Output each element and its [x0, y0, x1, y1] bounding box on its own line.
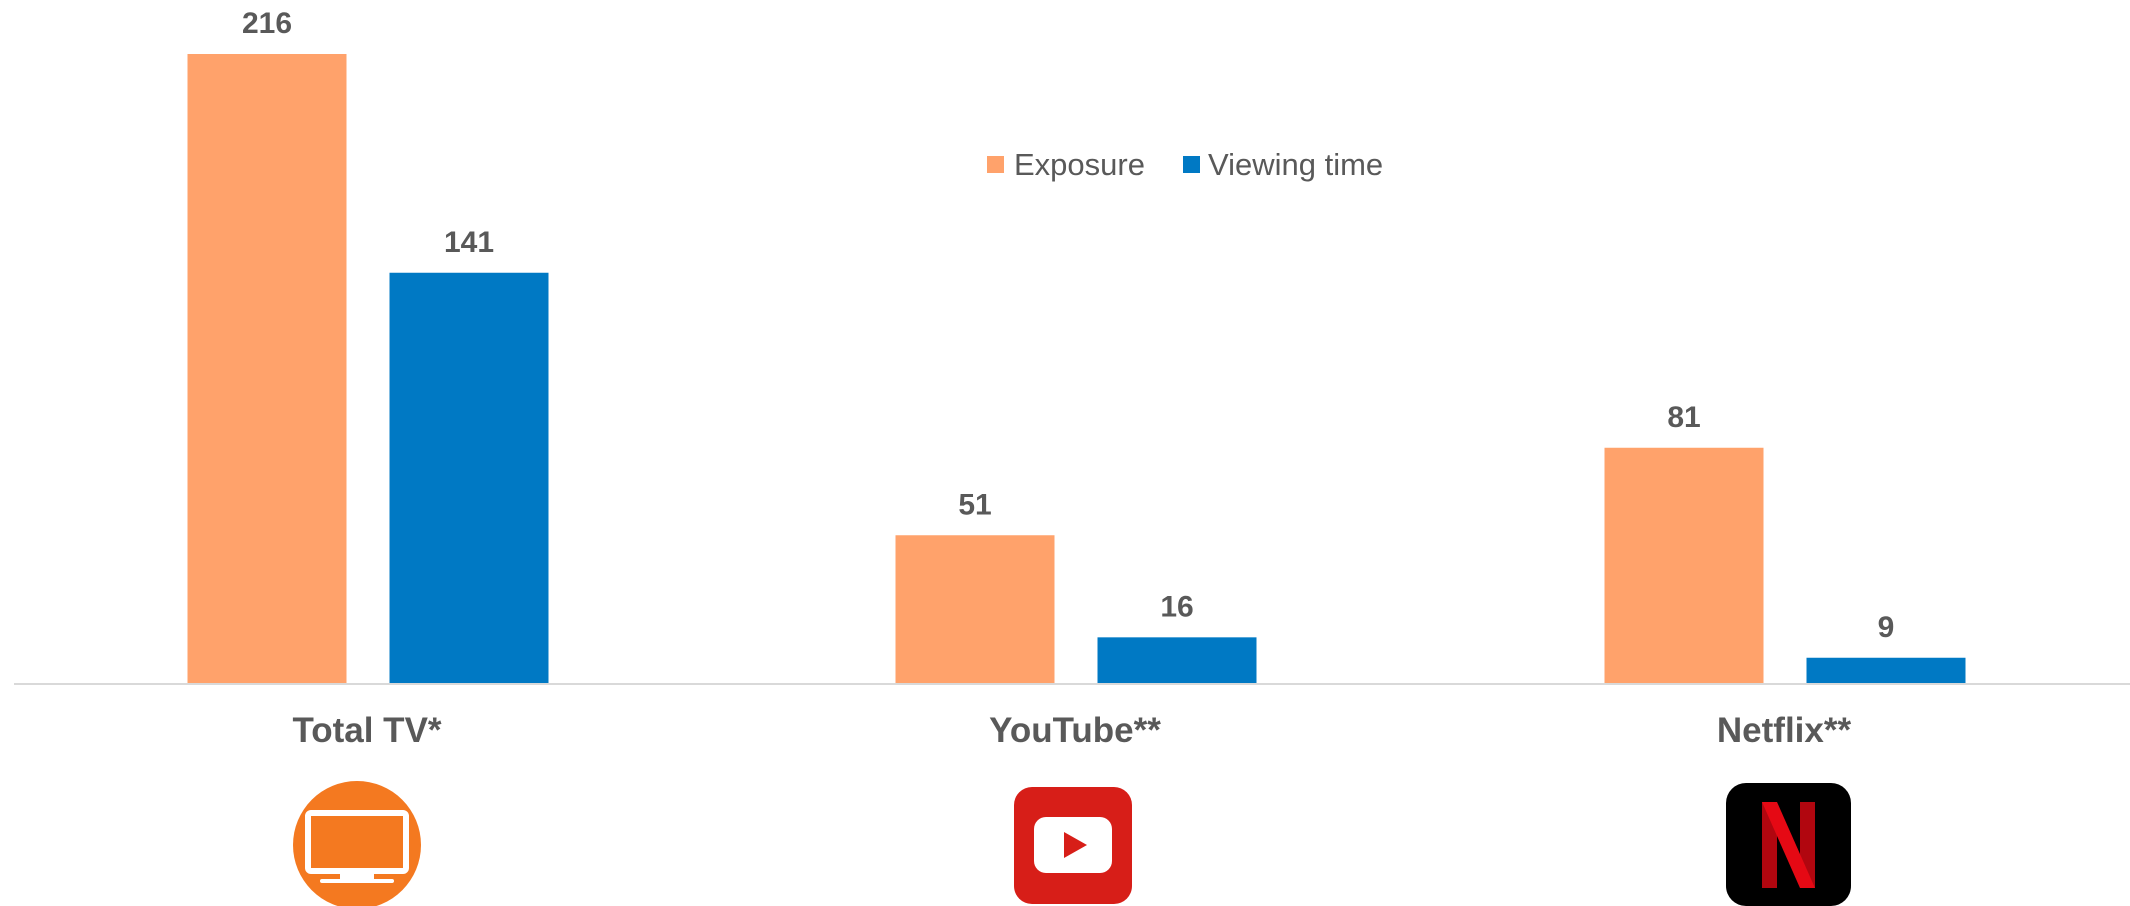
value-label-exposure-total-tv: 216 [242, 7, 292, 40]
legend-label-exposure: Exposure [1014, 147, 1145, 182]
bar-viewing-time-youtube [1097, 637, 1257, 684]
bar-exposure-youtube [895, 535, 1055, 684]
value-label-viewing-time-netflix: 9 [1878, 611, 1895, 644]
tv-icon [293, 781, 421, 906]
category-label-youtube: YouTube** [989, 711, 1161, 750]
legend-label-viewing-time: Viewing time [1208, 147, 1383, 182]
legend-item-viewing-time: Viewing time [1183, 147, 1383, 182]
value-label-viewing-time-youtube: 16 [1160, 590, 1193, 623]
value-label-viewing-time-total-tv: 141 [444, 226, 494, 259]
value-label-exposure-youtube: 51 [958, 488, 991, 521]
bars [187, 54, 1966, 684]
netflix-icon [1726, 783, 1851, 906]
legend-swatch-exposure [987, 156, 1004, 173]
bar-exposure-total-tv [187, 54, 347, 684]
legend-swatch-viewing-time [1183, 156, 1200, 173]
legend: Exposure Viewing time [987, 147, 1383, 182]
value-label-exposure-netflix: 81 [1667, 401, 1700, 434]
category-labels: Total TV* YouTube** Netflix** [292, 711, 1851, 750]
bar-viewing-time-total-tv [389, 272, 549, 684]
value-labels: 216 141 51 16 81 9 [242, 7, 1894, 644]
category-label-netflix: Netflix** [1717, 711, 1852, 750]
category-label-total-tv: Total TV* [292, 711, 441, 750]
legend-item-exposure: Exposure [987, 147, 1145, 182]
bar-viewing-time-netflix [1806, 657, 1966, 684]
youtube-icon [1014, 787, 1132, 904]
bar-exposure-netflix [1604, 447, 1764, 684]
